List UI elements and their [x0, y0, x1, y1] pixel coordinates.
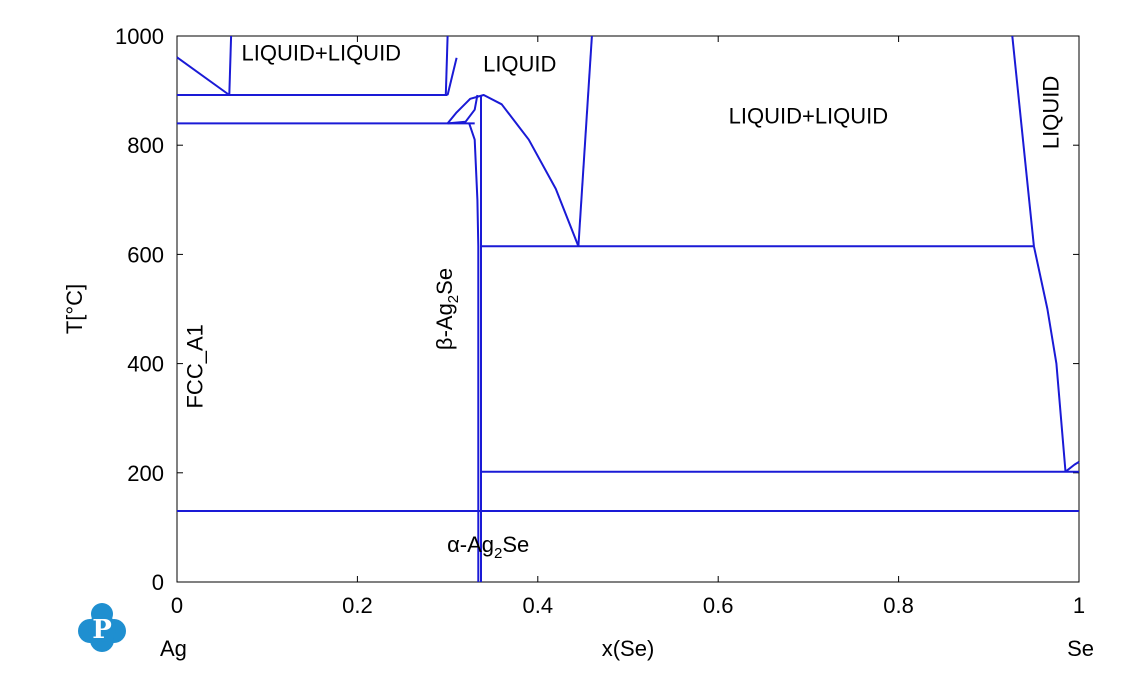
phase-boundary-line	[446, 94, 580, 247]
x-axis-label: x(Se)	[602, 636, 655, 661]
x-tick-label: 0.4	[523, 593, 554, 618]
x-tick-label: 0	[171, 593, 183, 618]
phase-boundary-line	[1064, 461, 1080, 473]
logo-icon: P	[78, 603, 126, 652]
region-label-alpha-ag2se: α-Ag2Se	[447, 532, 529, 562]
y-tick-label: 1000	[115, 24, 164, 49]
region-label-liquid-right: LIQUID	[1038, 76, 1063, 149]
region-label-beta-ag2se: β-Ag2Se	[432, 268, 462, 350]
plot-frame	[176, 35, 1080, 583]
phase-boundary-line	[1011, 35, 1035, 247]
phase-boundary-line	[446, 57, 458, 96]
right-endmember-label: Se	[1067, 636, 1094, 661]
y-tick-label: 200	[127, 461, 164, 486]
x-tick-label: 0.2	[342, 593, 373, 618]
x-tick-label: 0.8	[883, 593, 914, 618]
phase-boundary-line	[1032, 245, 1067, 472]
phase-boundary-line	[444, 35, 449, 96]
phase-boundary-line	[577, 35, 593, 247]
x-tick-label: 0.6	[703, 593, 734, 618]
phase-boundary-line	[228, 35, 233, 96]
region-label-liquid-left: LIQUID	[483, 51, 556, 76]
svg-text:P: P	[92, 615, 112, 645]
y-tick-label: 400	[127, 352, 164, 377]
phase-boundary-line	[468, 123, 480, 582]
phase-boundary-line	[447, 94, 479, 125]
y-axis-label: T[°C]	[62, 284, 87, 334]
region-label-liquid-liquid-left: LIQUID+LIQUID	[242, 41, 402, 66]
region-label-liquid-liquid-right: LIQUID+LIQUID	[729, 103, 889, 128]
x-tick-label: 1	[1073, 593, 1085, 618]
phase-boundary-line	[176, 56, 230, 96]
y-tick-label: 800	[127, 133, 164, 158]
left-endmember-label: Ag	[160, 636, 187, 661]
region-label-fcc-a1: FCC_A1	[182, 324, 207, 408]
y-tick-label: 0	[152, 570, 164, 595]
y-tick-label: 600	[127, 242, 164, 267]
